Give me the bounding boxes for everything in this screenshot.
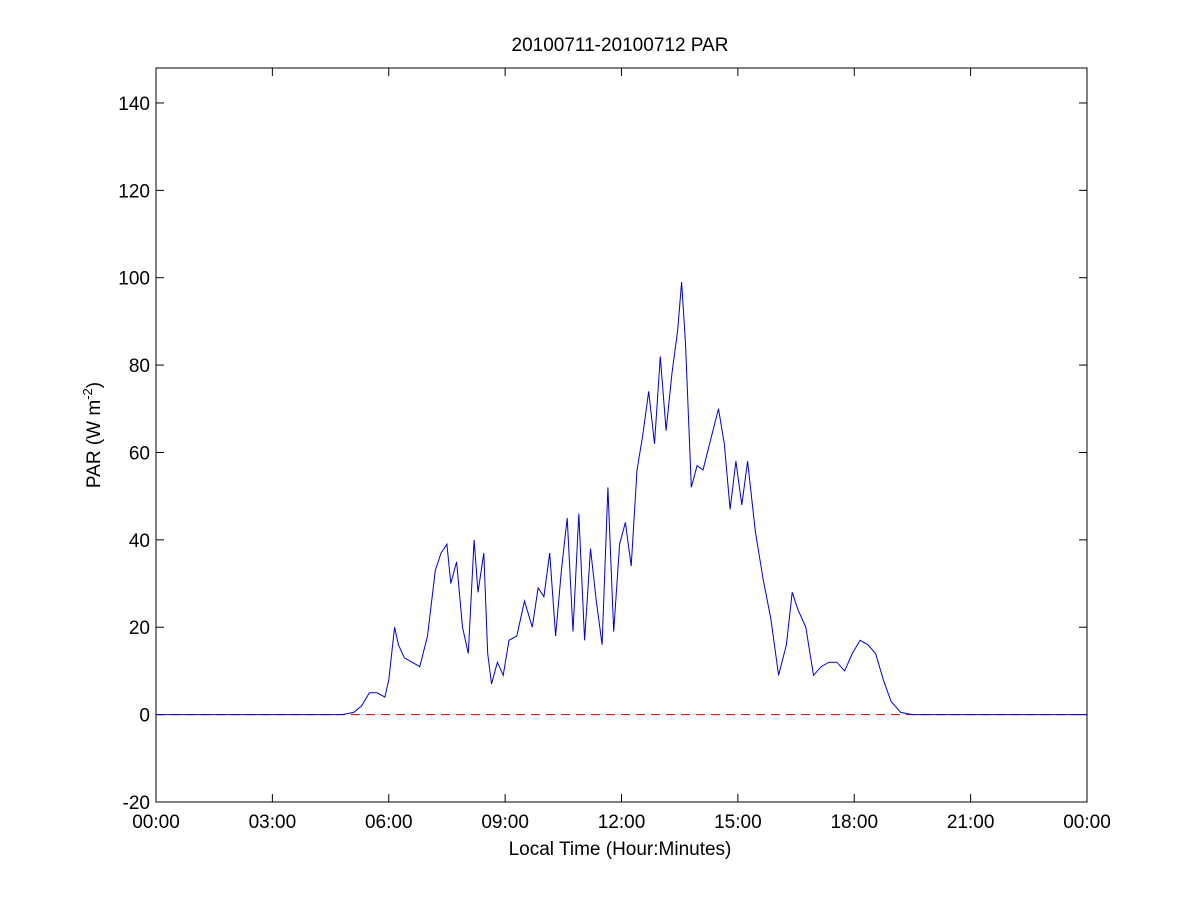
y-axis-label: PAR (W m-2) [80, 382, 105, 488]
y-axis-label-close: ) [84, 382, 105, 388]
y-tick-label-6: 100 [118, 269, 150, 290]
x-tick-label-6: 18:00 [830, 812, 878, 833]
par-series-line [156, 282, 1087, 716]
y-tick-label-5: 80 [129, 356, 150, 377]
x-tick-label-0: 00:00 [132, 812, 180, 833]
x-tick-label-7: 21:00 [947, 812, 995, 833]
y-tick-label-2: 20 [129, 618, 150, 639]
plot-area-box [155, 67, 1088, 803]
chart-title: 20100711-20100712 PAR [512, 35, 729, 56]
x-tick-label-2: 06:00 [365, 812, 413, 833]
x-tick-label-1: 03:00 [249, 812, 297, 833]
y-tick-label-4: 60 [129, 443, 150, 464]
y-tick-label-3: 40 [129, 531, 150, 552]
y-tick-label-1: 0 [139, 706, 150, 727]
y-axis-label-base: PAR (W m [84, 400, 105, 488]
y-axis-ticks: -20 0 20 40 60 80 100 120 140 [118, 94, 1087, 814]
x-tick-label-8: 00:00 [1063, 812, 1111, 833]
x-tick-label-3: 09:00 [481, 812, 529, 833]
x-axis-ticks: 00:00 03:00 06:00 09:00 12:00 15:00 18:00 21:00… [132, 68, 1111, 833]
x-tick-label-5: 15:00 [714, 812, 762, 833]
x-axis-label: Local Time (Hour:Minutes) [509, 839, 732, 860]
y-tick-label-0: -20 [123, 793, 150, 814]
y-tick-label-8: 140 [118, 94, 150, 115]
y-tick-label-7: 120 [118, 181, 150, 202]
y-axis-label-superscript: -2 [80, 388, 95, 400]
x-tick-label-4: 12:00 [598, 812, 646, 833]
